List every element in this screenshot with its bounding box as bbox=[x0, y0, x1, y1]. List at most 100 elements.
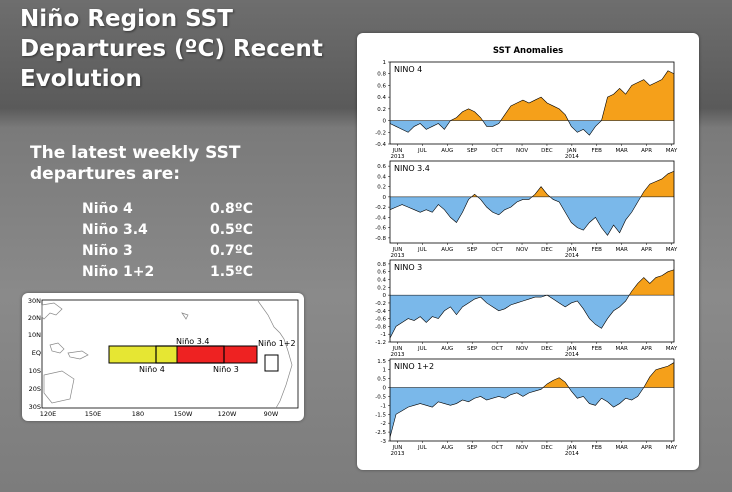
panel-1-x-tick-label: JAN bbox=[566, 148, 576, 154]
panel-3-x-tick-label: JUN bbox=[392, 346, 403, 352]
panel-2-x-tick-label: DEC bbox=[541, 247, 553, 253]
panel-3-x-tick-label: OCT bbox=[491, 346, 503, 352]
panel-4-x-tick-label: JUL bbox=[417, 445, 428, 451]
hawaii-coastline bbox=[181, 312, 189, 320]
panel-1-name-label: NINO 4 bbox=[394, 65, 422, 74]
panel-2-y-tick-label: 0 bbox=[383, 195, 387, 201]
nino4-region-fill bbox=[109, 346, 177, 363]
panel-4-frame bbox=[389, 358, 675, 442]
panel-4-y-tick-label: 1 bbox=[383, 368, 387, 374]
americas-coastline bbox=[257, 300, 293, 409]
nino3-label: Niño 3 bbox=[213, 365, 239, 374]
panel-1-x-tick-label: SEP bbox=[467, 148, 478, 154]
lon-label: 150E bbox=[85, 410, 102, 418]
panel-3-x-tick-label: AUG bbox=[441, 346, 453, 352]
panel-2-negative-area bbox=[390, 196, 674, 236]
panel-1-y-tick-label: 0.4 bbox=[377, 95, 386, 101]
lon-label: 180 bbox=[132, 410, 144, 418]
sst-chart-svg: SST Anomalies 10.80.60.40.20-0.2-0.4JUN2… bbox=[375, 46, 678, 457]
panel-1-anomaly-line bbox=[389, 70, 675, 136]
panel-3-x-tick-label: SEP bbox=[467, 346, 478, 352]
nino3-box bbox=[176, 345, 258, 364]
value-row-nino12: Niño 1+2 1.5ºC bbox=[82, 262, 270, 283]
panel-4-x-tick-label: JAN bbox=[566, 445, 576, 451]
panel-3-x-tick-label: NOV bbox=[516, 346, 528, 352]
panel-3-x-tick-label: 2013 bbox=[390, 352, 404, 358]
nino34-label: Niño 3.4 bbox=[176, 337, 209, 346]
panel-4-x-tick-label: NOV bbox=[516, 445, 528, 451]
latest-values-table: Niño 4 0.8ºC Niño 3.4 0.5ºC Niño 3 0.7ºC… bbox=[82, 199, 270, 283]
panel-4-x-tick-label: FEB bbox=[592, 445, 603, 451]
panel-2-x-tick-label: MAY bbox=[666, 247, 678, 253]
panel-4-y-tick-label: -1 bbox=[381, 403, 386, 409]
panel-3-x-tick-label: JAN bbox=[566, 346, 576, 352]
panel-3-y-tick-label: -0.8 bbox=[375, 324, 386, 330]
panel-3-name-box bbox=[392, 262, 436, 272]
panel-4-x-tick-label: APR bbox=[641, 445, 652, 451]
panel-1-x-tick-label: NOV bbox=[516, 148, 528, 154]
panel-4-x-tick-label: 2013 bbox=[390, 451, 404, 457]
slide-title-line-1: Niño Region SST bbox=[20, 6, 233, 32]
region-value: 0.5ºC bbox=[210, 222, 253, 238]
panel-4-x-tick-label: 2014 bbox=[565, 451, 579, 457]
panel-1-x-tick-label: FEB bbox=[592, 148, 603, 154]
panel-1-x-tick-label: AUG bbox=[441, 148, 453, 154]
panel-2-x-tick-label: FEB bbox=[592, 247, 603, 253]
region-value: 1.5ºC bbox=[210, 264, 253, 280]
panel-3-y-tick-label: -1 bbox=[381, 332, 386, 338]
panel-2-x-tick-label: 2013 bbox=[390, 253, 404, 259]
panel-1-x-tick-label: JUL bbox=[417, 148, 428, 154]
panel-2-x-tick-label: OCT bbox=[491, 247, 503, 253]
chart-title: SST Anomalies bbox=[493, 46, 563, 56]
panel-2-y-tick-label: -0.8 bbox=[375, 236, 386, 242]
value-row-nino34: Niño 3.4 0.5ºC bbox=[82, 220, 270, 241]
lon-label: 150W bbox=[174, 410, 193, 418]
panel-3-x-tick-label: MAR bbox=[616, 346, 629, 352]
region-label: Niño 3 bbox=[82, 243, 133, 259]
panel-1-x-tick-label: APR bbox=[641, 148, 652, 154]
subtitle-line-1: The latest weekly SST bbox=[30, 143, 241, 163]
panel-4-y-tick-label: -2 bbox=[381, 421, 386, 427]
panel-4-y-tick-label: -1.5 bbox=[375, 412, 386, 418]
latest-departures-heading: The latest weekly SST departures are: bbox=[30, 143, 270, 185]
panel-2-name-label: NINO 3.4 bbox=[394, 164, 430, 173]
panel-1-negative-area bbox=[390, 120, 602, 136]
panel-3-x-tick-label: DEC bbox=[541, 346, 553, 352]
panel-3-x-tick-label: MAY bbox=[666, 346, 678, 352]
panel-3-x-tick-label: APR bbox=[641, 346, 652, 352]
asia-coastline bbox=[41, 302, 63, 320]
panel-3-y-tick-label: -0.2 bbox=[375, 301, 386, 307]
lat-label: 30N bbox=[28, 297, 41, 305]
subtitle-line-2: departures are: bbox=[30, 164, 181, 184]
panel-3-x-tick-label: JUL bbox=[417, 346, 428, 352]
lat-label: 30S bbox=[29, 403, 41, 411]
panel-4-x-tick-label: SEP bbox=[467, 445, 478, 451]
panel-1-y-tick-label: 0 bbox=[383, 119, 387, 125]
panel-4-name-label: NINO 1+2 bbox=[394, 362, 434, 371]
panel-2-y-tick-label: -0.4 bbox=[375, 215, 386, 221]
panel-4-x-tick-label: OCT bbox=[491, 445, 503, 451]
nino12-label: Niño 1+2 bbox=[258, 339, 296, 348]
panel-2-x-tick-label: APR bbox=[641, 247, 652, 253]
panel-4-y-tick-label: -0.5 bbox=[375, 394, 386, 400]
panel-2-y-tick-label: 0.2 bbox=[377, 185, 386, 191]
panel-1-x-tick-label: OCT bbox=[491, 148, 503, 154]
nino3-region-fill bbox=[177, 346, 257, 363]
panel-2-x-tick-label: SEP bbox=[467, 247, 478, 253]
panel-4-y-tick-label: 0.5 bbox=[377, 377, 386, 383]
region-label: Niño 4 bbox=[82, 201, 133, 217]
panel-2-y-tick-label: -0.2 bbox=[375, 205, 386, 211]
panel-2-x-tick-label: JUL bbox=[417, 247, 428, 253]
map-svg: 30N 20N 10N EQ 10S 20S 30S 120E 150E 180… bbox=[28, 297, 299, 418]
slide-title: Niño Region SST Departures (ºC) Recent E… bbox=[20, 4, 340, 94]
panel-2-y-tick-label: 0.4 bbox=[377, 174, 386, 180]
panel-1-y-tick-label: 0.8 bbox=[377, 72, 386, 78]
lat-label: 20N bbox=[28, 314, 41, 322]
panel-2-frame bbox=[389, 160, 675, 244]
panel-2-x-tick-label: JUN bbox=[392, 247, 403, 253]
panel-2-x-tick-label: NOV bbox=[516, 247, 528, 253]
panel-3-y-tick-label: -0.4 bbox=[375, 309, 386, 315]
panel-1-y-tick-label: -0.2 bbox=[375, 130, 386, 136]
region-label: Niño 1+2 bbox=[82, 264, 155, 280]
panel-1-frame bbox=[389, 61, 675, 145]
